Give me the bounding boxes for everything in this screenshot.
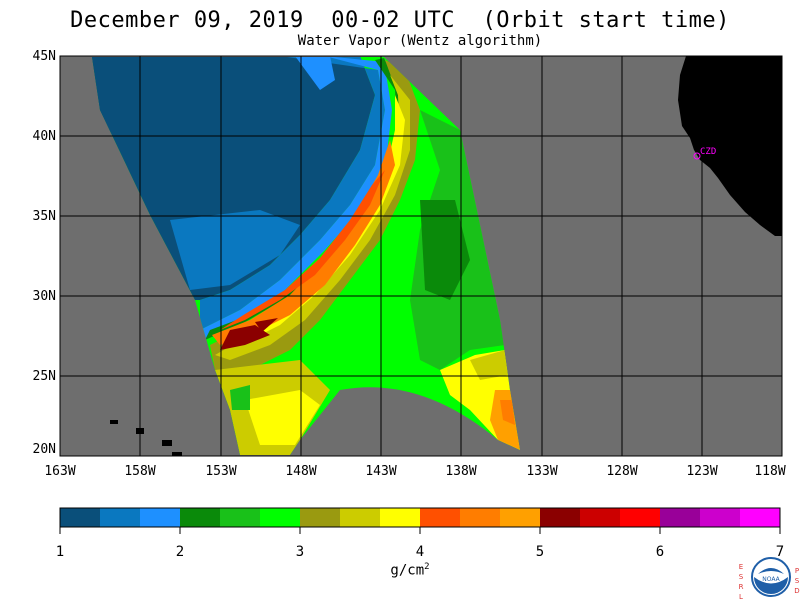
lat-label-45n: 45N bbox=[32, 49, 56, 64]
colorbar-cell bbox=[700, 508, 741, 527]
colorbar-cell bbox=[660, 508, 701, 527]
logo-letter-s2: S bbox=[794, 577, 800, 585]
graticule bbox=[60, 56, 782, 456]
colorbar-cell bbox=[580, 508, 621, 527]
logo-letter-l: L bbox=[739, 593, 743, 601]
colorbar-cell bbox=[620, 508, 661, 527]
noaa-logo: NOAA bbox=[751, 557, 791, 597]
colorbar-cell bbox=[420, 508, 461, 527]
lat-label-20n: 20N bbox=[32, 442, 56, 457]
colorbar-cell bbox=[340, 508, 381, 527]
colorbar-ticks bbox=[59, 527, 781, 534]
colorbar-cell bbox=[220, 508, 261, 527]
lon-label-118w: 118W bbox=[754, 464, 786, 479]
lat-label-25n: 25N bbox=[32, 369, 56, 384]
colorbar-cell bbox=[300, 508, 341, 527]
station-marker bbox=[693, 152, 701, 160]
logo-right-letters: P S D bbox=[793, 566, 800, 596]
logo-letter-p: P bbox=[794, 567, 800, 575]
logo-letter-s: S bbox=[738, 573, 744, 581]
colorbar-label-2: 2 bbox=[175, 544, 185, 560]
colorbar-cell bbox=[140, 508, 181, 527]
units-exponent: 2 bbox=[424, 562, 430, 572]
map-subtitle: Water Vapor (Wentz algorithm) bbox=[297, 33, 543, 49]
logo-letter-e: E bbox=[738, 563, 744, 571]
lon-label-158w: 158W bbox=[124, 464, 156, 479]
colorbar-cell bbox=[60, 508, 101, 527]
lon-label-163w: 163W bbox=[44, 464, 76, 479]
lon-label-138w: 138W bbox=[445, 464, 477, 479]
map-frame bbox=[59, 55, 783, 457]
station-label: CZD bbox=[700, 147, 717, 157]
lon-label-128w: 128W bbox=[606, 464, 638, 479]
colorbar-units: g/cm2 bbox=[380, 562, 440, 579]
colorbar-cell bbox=[540, 508, 581, 527]
lat-label-35n: 35N bbox=[32, 209, 56, 224]
colorbar-label-3: 3 bbox=[295, 544, 305, 560]
colorbar-cell bbox=[100, 508, 141, 527]
colorbar-label-4: 4 bbox=[415, 544, 425, 560]
land-mass bbox=[678, 56, 782, 236]
logo-left-letters: E S R L bbox=[737, 562, 745, 602]
colorbar-cell bbox=[180, 508, 221, 527]
colorbar-cell bbox=[380, 508, 421, 527]
lon-label-143w: 143W bbox=[365, 464, 397, 479]
colorbar-label-1: 1 bbox=[55, 544, 65, 560]
map-title: December 09, 2019 00-02 UTC (Orbit start… bbox=[70, 8, 730, 33]
lon-label-148w: 148W bbox=[285, 464, 317, 479]
lon-label-123w: 123W bbox=[686, 464, 718, 479]
lon-label-153w: 153W bbox=[205, 464, 237, 479]
lat-label-30n: 30N bbox=[32, 289, 56, 304]
logo-letter-d: D bbox=[794, 587, 800, 595]
colorbar-label-7: 7 bbox=[775, 544, 785, 560]
lon-label-133w: 133W bbox=[526, 464, 558, 479]
colorbar-cell bbox=[260, 508, 301, 527]
colorbar-label-6: 6 bbox=[655, 544, 665, 560]
colorbar bbox=[60, 508, 781, 527]
colorbar-label-5: 5 bbox=[535, 544, 545, 560]
colorbar-cell bbox=[500, 508, 541, 527]
colorbar-cell bbox=[460, 508, 501, 527]
units-base: g/cm bbox=[390, 562, 425, 579]
lat-label-40n: 40N bbox=[32, 129, 56, 144]
logo-emblem-text: NOAA bbox=[762, 576, 780, 583]
logo-letter-r: R bbox=[738, 583, 744, 591]
colorbar-cell bbox=[740, 508, 781, 527]
